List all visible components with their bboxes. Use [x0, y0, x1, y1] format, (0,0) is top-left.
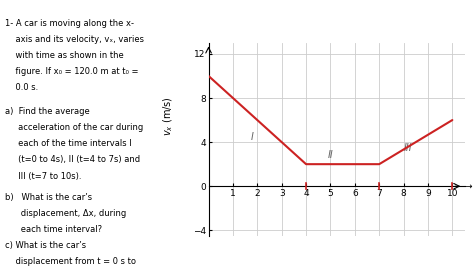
Text: b)   What is the car’s: b) What is the car’s [5, 193, 92, 202]
Text: III: III [404, 143, 413, 153]
Text: (t=0 to 4s), II (t=4 to 7s) and: (t=0 to 4s), II (t=4 to 7s) and [5, 155, 140, 165]
Text: I: I [251, 132, 254, 142]
Text: III (t=7 to 10s).: III (t=7 to 10s). [5, 172, 81, 181]
Text: displacement, Δx, during: displacement, Δx, during [5, 209, 126, 218]
Text: a)  Find the average: a) Find the average [5, 107, 90, 116]
Text: acceleration of the car during: acceleration of the car during [5, 123, 143, 132]
Y-axis label: $v_x$ (m/s): $v_x$ (m/s) [162, 96, 175, 136]
Text: figure. If x₀ = 120.0 m at t₀ =: figure. If x₀ = 120.0 m at t₀ = [5, 67, 138, 76]
Text: c) What is the car’s: c) What is the car’s [5, 241, 86, 250]
Text: II: II [328, 150, 333, 160]
Text: each time interval?: each time interval? [5, 225, 102, 234]
Text: with time as shown in the: with time as shown in the [5, 51, 124, 60]
Text: 1- A car is moving along the x-: 1- A car is moving along the x- [5, 19, 134, 28]
Text: → t (s): → t (s) [465, 182, 474, 191]
Text: axis and its velocity, vₓ, varies: axis and its velocity, vₓ, varies [5, 35, 144, 44]
Text: 0.0 s.: 0.0 s. [5, 83, 38, 92]
Text: displacement from t = 0 s to: displacement from t = 0 s to [5, 257, 136, 266]
Text: each of the time intervals I: each of the time intervals I [5, 139, 131, 148]
